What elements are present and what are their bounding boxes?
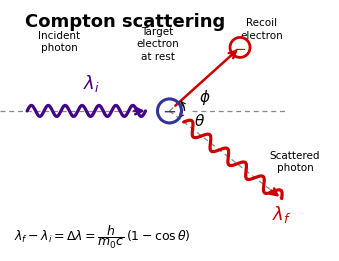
Text: Scattered
photon: Scattered photon bbox=[270, 151, 320, 173]
Text: $\lambda_f - \lambda_i = \Delta\lambda = \dfrac{h}{m_0c}\,(1-\cos\theta)$: $\lambda_f - \lambda_i = \Delta\lambda =… bbox=[14, 224, 191, 251]
Text: $-$: $-$ bbox=[234, 40, 246, 55]
Text: $-$: $-$ bbox=[162, 102, 177, 120]
Text: $\theta$: $\theta$ bbox=[194, 113, 205, 129]
Text: $\phi$: $\phi$ bbox=[199, 88, 211, 107]
Text: $\lambda_f$: $\lambda_f$ bbox=[272, 204, 292, 225]
Text: Compton scattering: Compton scattering bbox=[25, 13, 225, 31]
Text: Target
electron
at rest: Target electron at rest bbox=[136, 27, 179, 62]
Text: $\lambda_i$: $\lambda_i$ bbox=[83, 73, 100, 94]
Text: Recoil
electron: Recoil electron bbox=[241, 18, 283, 41]
Text: Incident
photon: Incident photon bbox=[38, 31, 80, 53]
